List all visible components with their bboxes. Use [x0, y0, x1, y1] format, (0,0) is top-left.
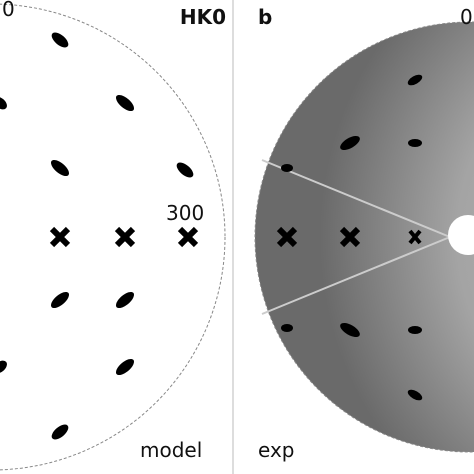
corner-label: 0 [460, 5, 473, 29]
caption: model [140, 438, 202, 462]
caption: exp [258, 438, 294, 462]
axis-label: 300 [166, 201, 204, 225]
beam-stop [448, 215, 474, 255]
panel-model [0, 3, 226, 471]
panel-exp [254, 21, 474, 453]
panel-letter: b [258, 5, 272, 29]
panel-title: HK0 [180, 5, 226, 29]
detector-edge [0, 3, 226, 471]
peaks [276, 74, 423, 401]
peaks [0, 32, 199, 440]
corner-label: 0 [2, 0, 15, 21]
detector-edge [254, 21, 474, 453]
